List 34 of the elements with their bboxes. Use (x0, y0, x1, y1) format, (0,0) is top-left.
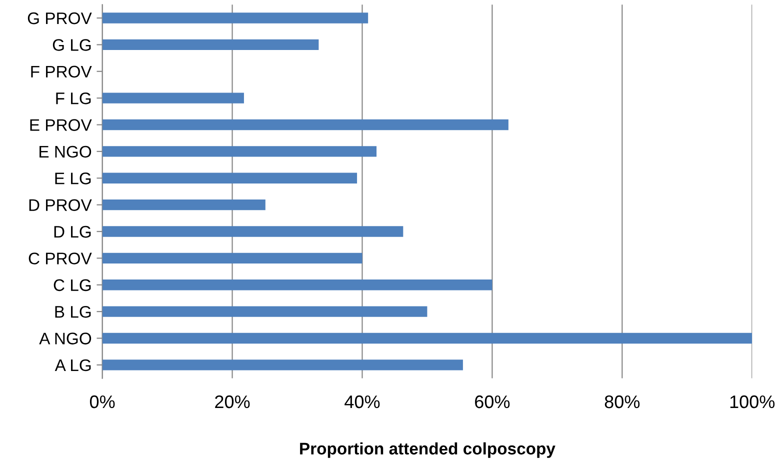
bar (102, 12, 368, 24)
bar (102, 252, 362, 264)
bar (102, 172, 358, 184)
y-tick-label: F PROV (31, 66, 92, 78)
x-tick-label: 80% (604, 395, 640, 408)
bar (102, 119, 508, 130)
y-tick-label: B LG (55, 306, 91, 318)
y-tick-label: C LG (54, 279, 91, 292)
bar (102, 280, 492, 290)
x-tick-label: 20% (215, 395, 250, 408)
y-tick-label: E NGO (40, 146, 92, 158)
y-tick-label: E LG (55, 172, 91, 184)
y-tick-label: F LG (56, 92, 91, 104)
y-tick-label: G PROV (28, 12, 92, 24)
x-tick-label: 40% (344, 395, 380, 408)
bar (102, 39, 319, 50)
y-tick-label: C PROV (28, 252, 92, 264)
bar (102, 226, 404, 237)
y-tick-label: G LG (52, 39, 91, 51)
y-tick-label: A LG (54, 359, 91, 372)
bar (102, 92, 244, 104)
y-tick-label: E PROV (30, 119, 92, 131)
bar (102, 306, 428, 317)
x-tick-label: 100% (730, 395, 775, 408)
x-tick-label: 0% (90, 395, 115, 408)
bar (102, 332, 752, 344)
x-axis-title: Proportion attended colposcopy (300, 442, 556, 458)
bar (102, 360, 463, 370)
x-tick-label: 60% (475, 395, 510, 408)
y-tick-label: A NGO (39, 332, 92, 344)
bar (102, 146, 377, 157)
y-tick-label: D PROV (29, 199, 92, 212)
bar (102, 199, 266, 210)
y-tick-label: D LG (54, 226, 91, 238)
